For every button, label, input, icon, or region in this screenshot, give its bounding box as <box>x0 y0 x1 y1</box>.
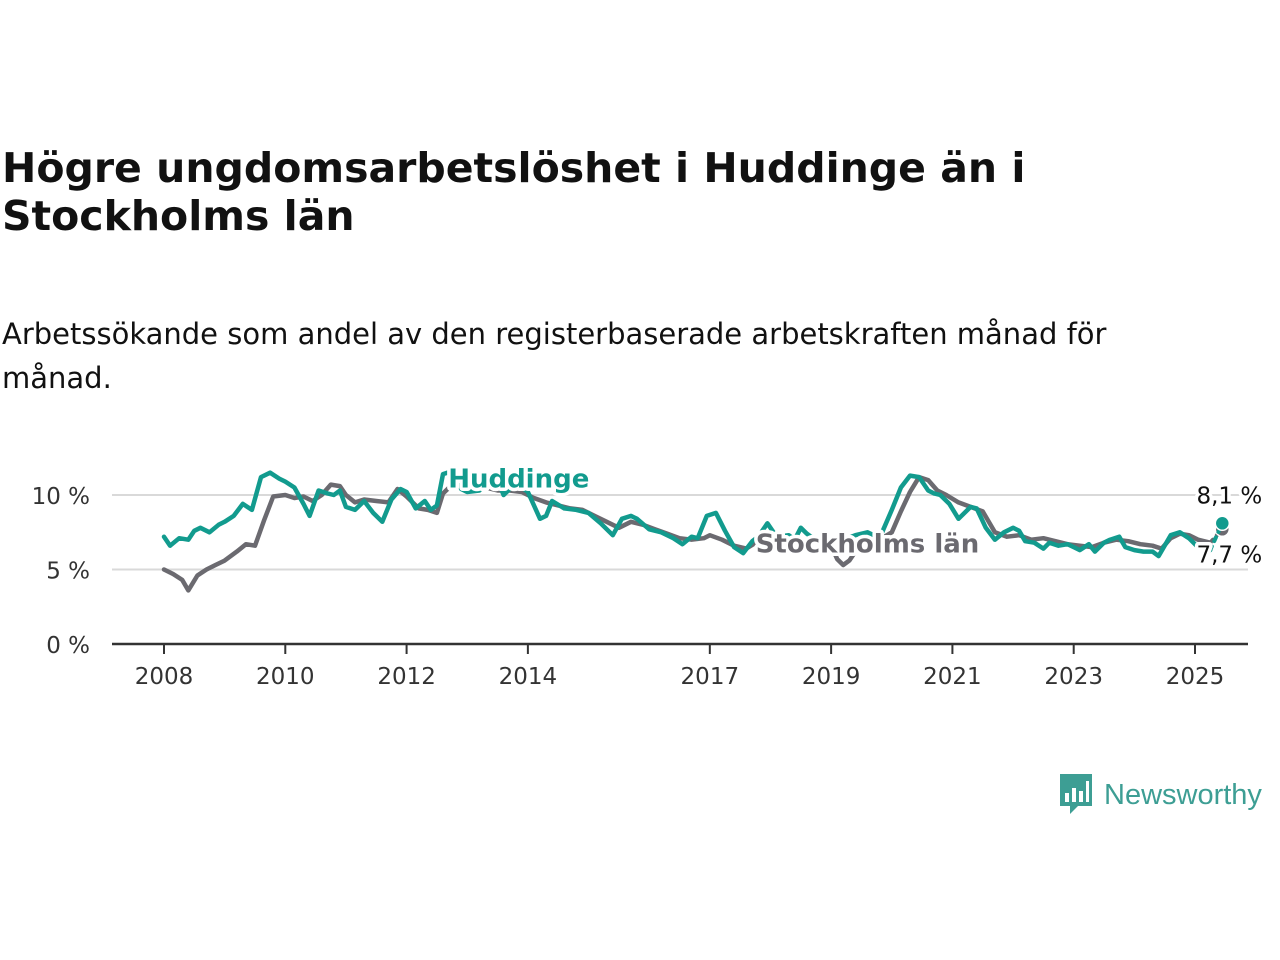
newsworthy-logo-icon <box>1060 774 1092 814</box>
brand-name: Newsworthy <box>1104 778 1262 811</box>
x-axis: 2008 2010 2012 2014 2017 2019 2021 2023 2025 <box>112 642 1248 690</box>
x-tick-label: 2010 <box>256 664 315 690</box>
series-labels: Huddinge Stockholms län 8,1 % 7,7 % <box>445 461 1266 572</box>
y-axis-ticks: 0 % 5 % 10 % <box>32 484 90 659</box>
series-label-huddinge: Huddinge <box>448 465 589 495</box>
x-tick-label: 2017 <box>681 664 740 690</box>
y-tick-label: 0 % <box>46 633 90 659</box>
y-tick-label: 10 % <box>32 484 90 510</box>
y-tick-label: 5 % <box>46 559 90 585</box>
x-tick-label: 2012 <box>377 664 436 690</box>
x-tick-label: 2021 <box>923 664 982 690</box>
chart-title: Högre ungdomsarbetslöshet i Huddinge än … <box>2 144 1026 240</box>
x-tick-label: 2023 <box>1044 664 1103 690</box>
series-lines <box>161 468 1231 593</box>
series-label-stockholms-lan: Stockholms län <box>756 530 980 560</box>
x-tick-label: 2019 <box>802 664 861 690</box>
gridlines <box>112 494 1248 571</box>
end-label-stockholms-lan: 7,7 % <box>1196 542 1262 568</box>
end-label-huddinge: 8,1 % <box>1196 483 1262 509</box>
end-point-huddinge <box>1214 515 1231 532</box>
x-tick-label: 2008 <box>135 664 194 690</box>
x-tick-label: 2025 <box>1166 664 1225 690</box>
brand: Newsworthy <box>1058 772 1262 818</box>
chart-subtitle: Arbetssökande som andel av den registerb… <box>2 317 1107 395</box>
line-chart: 0 % 5 % 10 % Huddinge Stockholms län 8,1 % 7,… <box>32 461 1266 690</box>
x-tick-label: 2014 <box>499 664 558 690</box>
series-line-huddinge <box>161 468 1213 559</box>
